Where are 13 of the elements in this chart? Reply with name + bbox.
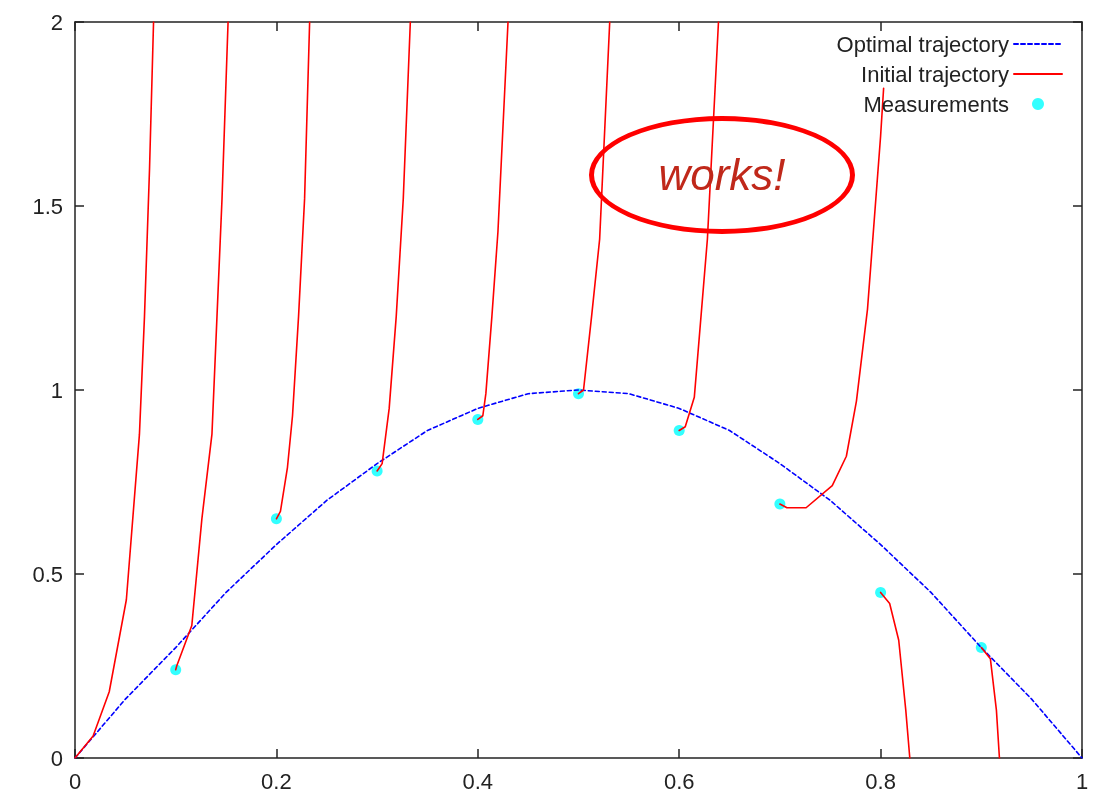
y-tick-label: 0: [50, 745, 63, 771]
x-tick-label: 0.4: [462, 768, 494, 794]
legend-label: Initial trajectory: [861, 61, 1009, 87]
x-tick-label: 0.8: [865, 768, 896, 794]
legend-label: Optimal trajectory: [836, 31, 1009, 57]
y-tick-label: 1: [50, 377, 63, 403]
x-tick-label: 0.6: [663, 768, 695, 794]
y-tick-label: 0.5: [32, 561, 63, 587]
y-tick-label: 1.5: [32, 193, 63, 219]
x-tick-label: 1: [1075, 768, 1089, 794]
y-tick-label: 2: [50, 9, 63, 35]
x-tick-label: 0.2: [261, 768, 292, 794]
x-tick-label: 0: [68, 768, 82, 794]
